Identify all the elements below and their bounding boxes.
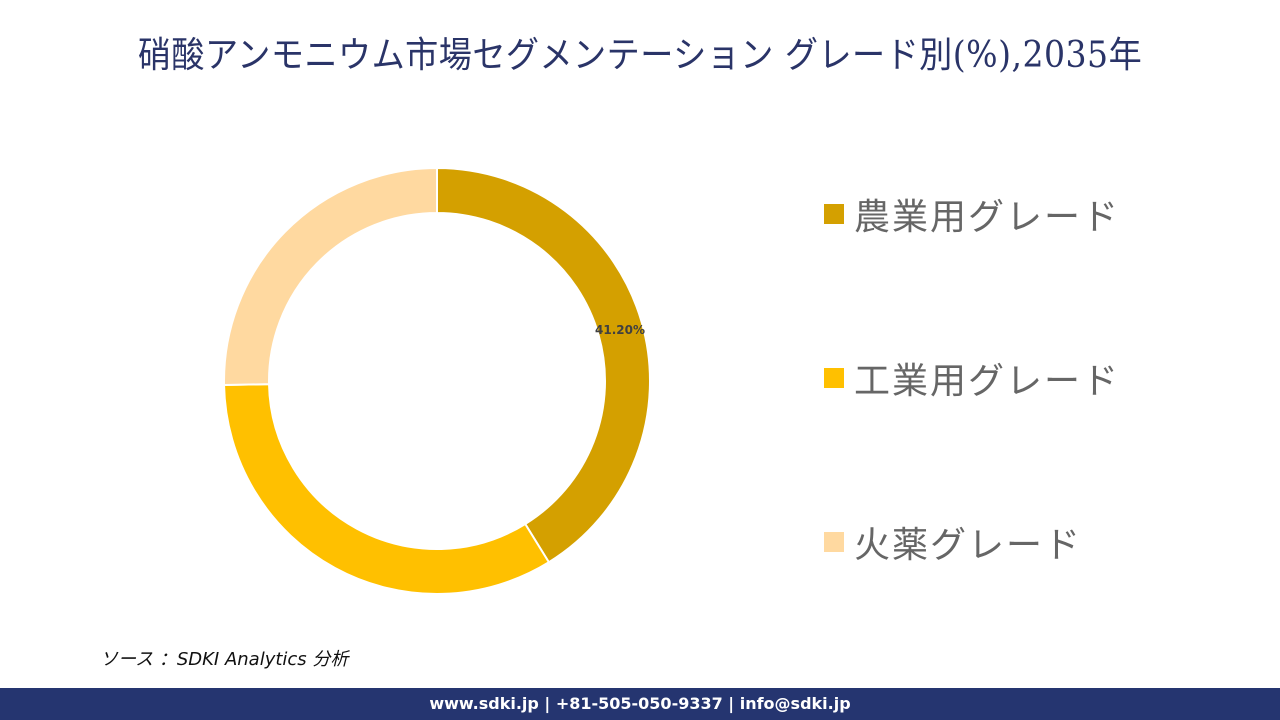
legend-label: 農業用グレード	[854, 197, 1121, 238]
donut-slices	[223, 166, 651, 595]
legend-swatch-icon	[824, 532, 844, 552]
legend-label: 工業用グレード	[854, 361, 1121, 402]
source-note: ソース ：SDKI Analytics 分析	[100, 649, 349, 670]
legend-item-industrial: 工業用グレード	[824, 352, 1120, 404]
legend-item-explosive: 火薬グレード	[824, 516, 1082, 568]
footer-contact-bar: www.sdki.jp | +81-505-050-9337 | info@sd…	[0, 688, 1280, 720]
donut-slice-0	[436, 166, 651, 564]
donut-slice-2	[223, 166, 438, 387]
legend-swatch-icon	[824, 204, 844, 224]
legend-swatch-icon	[824, 368, 844, 388]
donut-slice-1	[223, 383, 551, 595]
legend-label: 火薬グレード	[854, 525, 1083, 566]
legend-item-agricultural: 農業用グレード	[824, 188, 1120, 240]
data-label-agricultural: 41.20%	[595, 323, 645, 337]
chart-title: 硝酸アンモニウム市場セグメンテーション グレード別(%),2035年	[137, 35, 1143, 76]
